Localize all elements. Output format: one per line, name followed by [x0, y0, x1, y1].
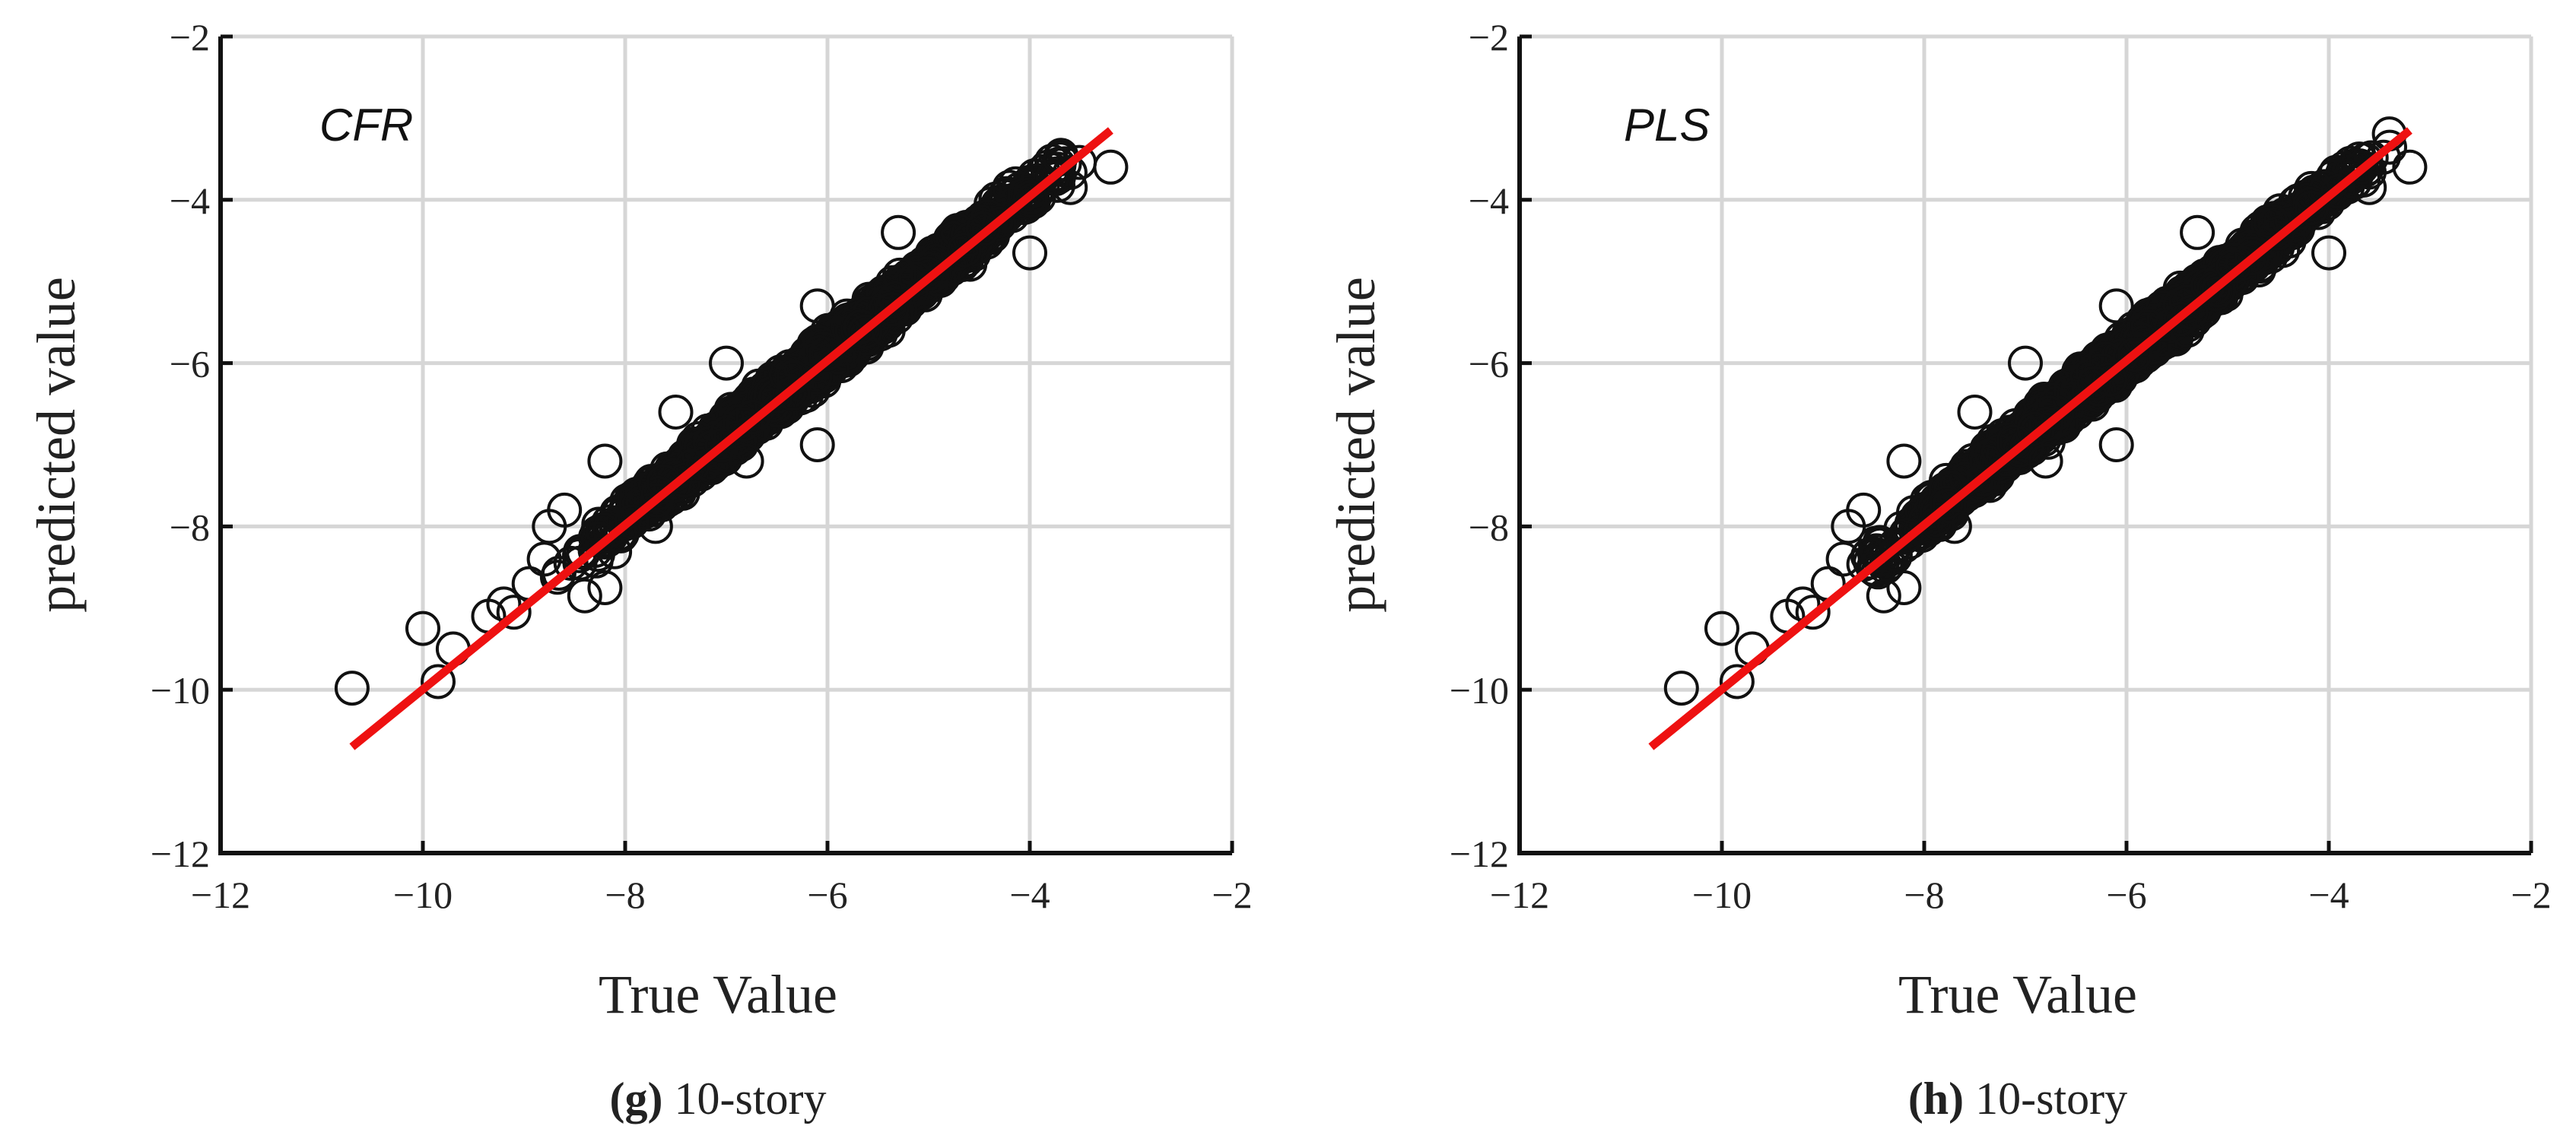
y-tick-label: −4: [170, 179, 210, 222]
outlier-point: [334, 671, 370, 706]
panel-caption: (g) 10-story: [610, 1074, 827, 1124]
outlier-point: [881, 214, 916, 250]
y-tick-labels: −12 −10 −8 −6 −4 −2: [151, 16, 210, 875]
y-tick-label: −6: [170, 343, 210, 385]
caption-text: 10-story: [662, 1074, 826, 1124]
axis-ticks: [218, 34, 1234, 855]
x-axis-label: True Value: [599, 964, 837, 1025]
y-axis-label: predicted value: [26, 277, 87, 613]
scatter-point: [1012, 179, 1048, 215]
scatter-point: [2372, 129, 2407, 165]
outlier-point: [799, 288, 835, 324]
scatter-point: [940, 213, 975, 249]
fit-line: [349, 127, 1113, 750]
scatter-panel-cfr: −12 −10 −8 −6 −4 −2 −12 −10 −8 −6 −4 −2 CFR True V…: [26, 16, 1253, 1124]
x-tick-label: −4: [1009, 874, 1050, 916]
outlier-points: [334, 141, 1129, 706]
outlier-point: [658, 395, 694, 430]
method-annotation: CFR: [319, 100, 413, 151]
scatter-point: [882, 257, 917, 293]
outlier-point: [799, 427, 835, 462]
scatter-point: [981, 206, 1017, 242]
scatter-point: [726, 407, 761, 442]
grid-lines: [1520, 34, 2533, 853]
outlier-point: [1012, 235, 1047, 271]
outlier-point: [496, 595, 532, 630]
scatter-point: [847, 314, 883, 350]
scatter-point: [946, 232, 982, 268]
scatter-point: [1035, 160, 1071, 195]
outlier-point: [421, 664, 456, 699]
outlier-point: [729, 443, 764, 479]
scatter-point: [758, 379, 793, 414]
y-tick-label: −10: [151, 669, 210, 712]
scatter-point: [775, 376, 811, 411]
outlier-point: [709, 345, 744, 381]
outlier-point: [587, 570, 623, 605]
scatter-point: [735, 399, 770, 435]
scatter-point: [704, 427, 740, 463]
scatter-point: [1007, 177, 1043, 213]
outlier-point: [1093, 149, 1129, 185]
scatter-point: [843, 309, 878, 344]
outlier-point: [405, 611, 440, 646]
outlier-point: [637, 509, 673, 544]
y-tick-label: −2: [170, 16, 210, 59]
scatter-point: [965, 211, 1001, 246]
x-tick-label: −2: [1212, 874, 1252, 916]
scatter-point: [874, 291, 910, 327]
x-tick-label: −8: [605, 874, 645, 916]
outlier-point: [547, 492, 583, 528]
y-tick-label: −8: [170, 506, 210, 548]
scatter-point: [614, 504, 650, 540]
y-tick-label: −12: [151, 833, 210, 875]
x-tick-label: −10: [393, 874, 453, 916]
x-tick-label: −6: [807, 874, 847, 916]
outlier-point: [587, 443, 623, 479]
outlier-point: [567, 578, 602, 614]
x-tick-labels: −12 −10 −8 −6 −4 −2: [191, 874, 1253, 916]
caption-letter: (g): [610, 1074, 663, 1124]
scatter-panel-pls: −12 −10 −8 −6 −4 −2 −12−10−8−6−4−2 PLS True V…: [1326, 16, 2552, 1124]
x-tick-label: −12: [191, 874, 250, 916]
